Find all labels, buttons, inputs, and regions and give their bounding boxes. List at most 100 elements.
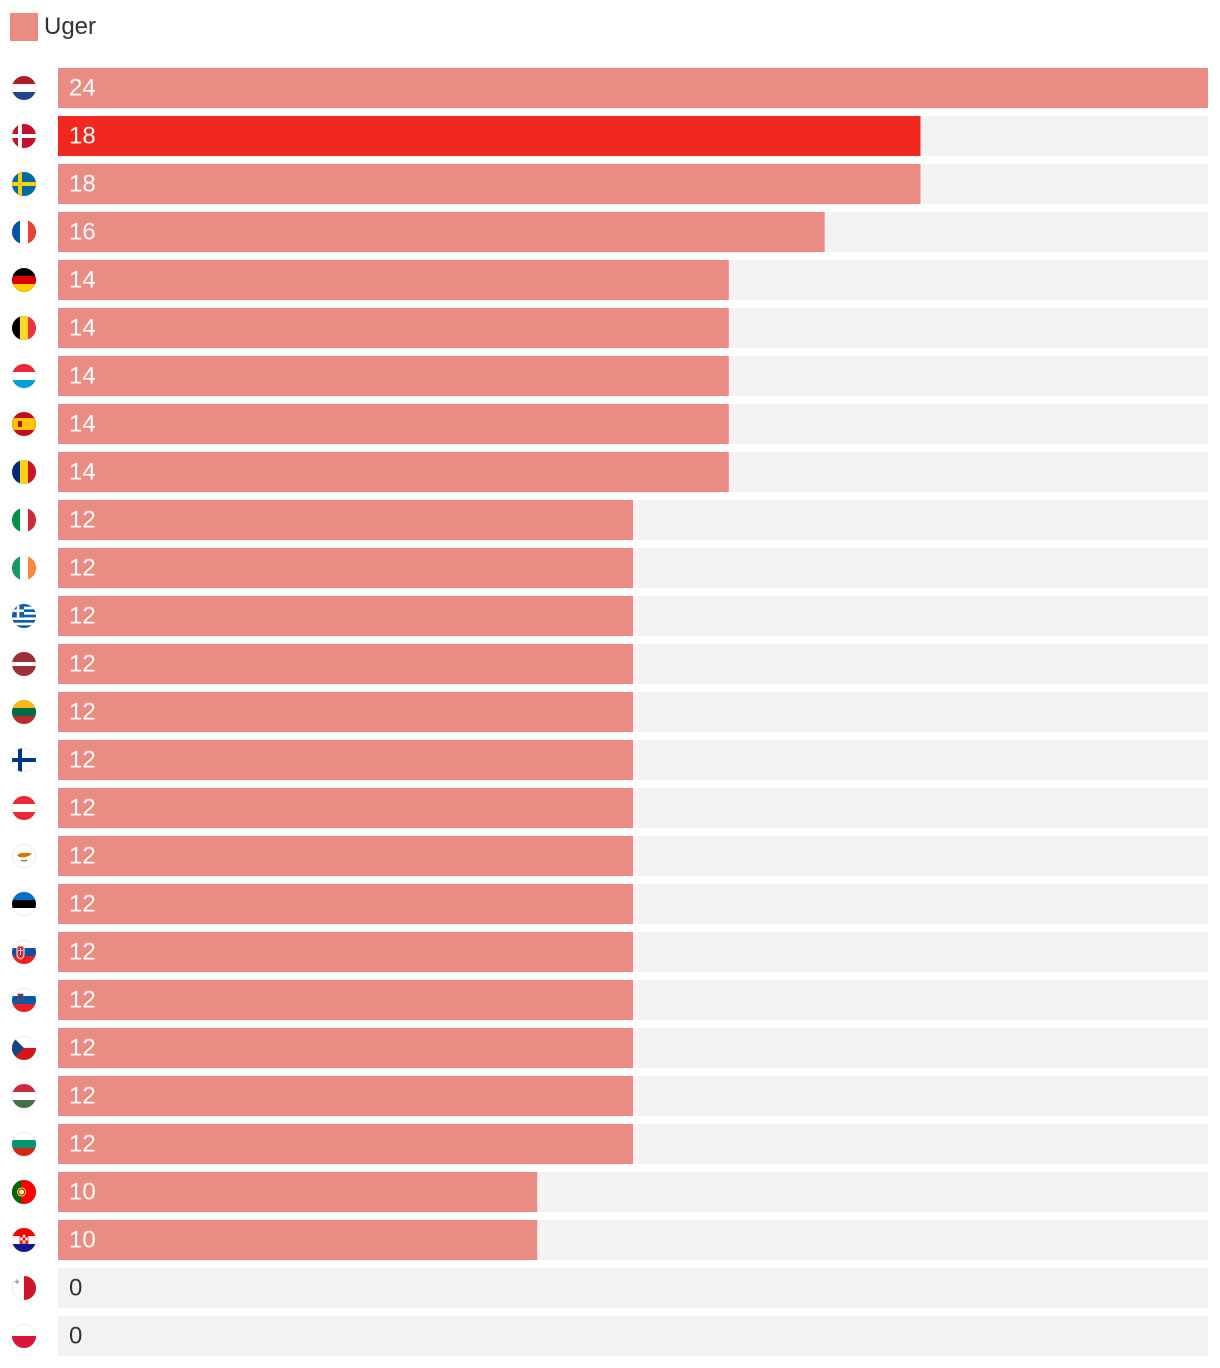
bar-cyprus[interactable] [58,836,633,876]
bar-germany[interactable] [58,260,729,300]
flag-outline [12,1324,36,1349]
value-label-italy: 12 [69,507,96,534]
bar-portugal[interactable] [58,1172,538,1212]
flag-croatia-icon [12,1228,36,1252]
value-label-romania: 14 [69,459,96,486]
bar-luxembourg[interactable] [58,356,729,396]
flag-luxembourg-icon [12,364,36,388]
bar-sweden[interactable] [58,164,921,204]
bar-bulgaria[interactable] [58,1124,633,1164]
value-label-poland: 0 [69,1323,82,1350]
flag-bulgaria-icon [12,1132,36,1156]
flag-outline [12,220,36,245]
flag-finland-icon [12,748,36,772]
flag-outline [12,459,36,484]
flag-outline [12,795,36,820]
flag-spain-icon [12,412,36,436]
flag-outline [12,411,36,436]
bar-slovakia[interactable] [58,932,633,972]
bar-track-malta [58,1268,1208,1308]
flag-outline [12,1036,36,1061]
value-label-germany: 14 [69,267,96,294]
value-label-france: 16 [69,219,96,246]
flag-germany-icon [12,268,36,292]
flag-austria-icon [12,796,36,820]
flag-outline [12,843,36,868]
flag-outline [12,747,36,772]
bar-hungary[interactable] [58,1076,633,1116]
flag-outline [12,699,36,724]
flag-hungary-icon [12,1084,36,1108]
value-label-belgium: 14 [69,315,96,342]
value-label-finland: 12 [69,747,96,774]
flag-outline [12,124,36,149]
value-label-spain: 14 [69,411,96,438]
legend: Uger [10,12,96,42]
flag-outline [12,76,36,101]
flag-outline [12,651,36,676]
value-label-ireland: 12 [69,555,96,582]
flag-outline [12,891,36,916]
flag-slovenia-icon [12,988,36,1012]
bar-austria[interactable] [58,788,633,828]
bar-romania[interactable] [58,452,729,492]
bar-estonia[interactable] [58,884,633,924]
flag-outline [12,363,36,388]
bar-croatia[interactable] [58,1220,538,1260]
legend-label: Uger [44,13,97,40]
flag-italy-icon [12,508,36,532]
flag-outline [12,939,36,964]
value-label-sweden: 18 [69,171,96,198]
flag-romania-icon [12,460,36,484]
bar-italy[interactable] [58,500,633,540]
flag-estonia-icon [12,892,36,916]
bar-denmark[interactable] [58,116,921,156]
value-label-latvia: 12 [69,651,96,678]
bar-belgium[interactable] [58,308,729,348]
bar-finland[interactable] [58,740,633,780]
bar-netherlands[interactable] [58,68,1208,108]
flag-outline [12,1228,36,1253]
flag-outline [12,1180,36,1205]
flag-outline [12,1276,36,1301]
flag-sweden-icon [12,172,36,196]
flag-greece-icon [12,604,36,628]
flag-belgium-icon [12,316,36,340]
value-label-slovenia: 12 [69,987,96,1014]
bar-france[interactable] [58,212,825,252]
flag-malta-icon [12,1276,36,1300]
value-label-luxembourg: 14 [69,363,96,390]
bar-latvia[interactable] [58,644,633,684]
flag-latvia-icon [12,652,36,676]
flag-outline [12,315,36,340]
flag-ireland-icon [12,556,36,580]
flag-outline [12,987,36,1012]
value-label-croatia: 10 [69,1227,96,1254]
flag-outline [12,507,36,532]
bar-ireland[interactable] [58,548,633,588]
value-label-austria: 12 [69,795,96,822]
flag-slovakia-icon [12,940,36,964]
flag-netherlands-icon [12,76,36,100]
value-label-czech-republic: 12 [69,1035,96,1062]
value-label-greece: 12 [69,603,96,630]
value-label-portugal: 10 [69,1179,96,1206]
flag-outline [12,603,36,628]
value-label-lithuania: 12 [69,699,96,726]
flag-czech-republic-icon [12,1036,36,1060]
bar-czech-republic[interactable] [58,1028,633,1068]
bar-slovenia[interactable] [58,980,633,1020]
flag-portugal-icon [12,1180,36,1204]
flag-outline [12,1084,36,1109]
flag-outline [12,1132,36,1157]
flag-lithuania-icon [12,700,36,724]
legend-swatch [10,13,38,41]
value-label-bulgaria: 12 [69,1131,96,1158]
bar-lithuania[interactable] [58,692,633,732]
value-label-denmark: 18 [69,123,96,150]
bar-greece[interactable] [58,596,633,636]
bar-spain[interactable] [58,404,729,444]
flag-outline [12,267,36,292]
flag-poland-icon [12,1324,36,1348]
